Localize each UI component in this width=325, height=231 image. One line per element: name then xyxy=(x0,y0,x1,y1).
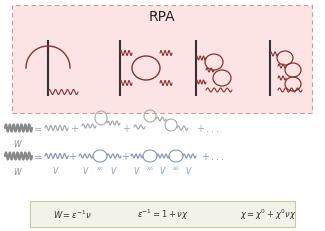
Text: $+$: $+$ xyxy=(71,122,80,133)
Text: $+\,...$: $+\,...$ xyxy=(201,150,225,161)
Text: $V$: $V$ xyxy=(82,164,90,175)
Text: $\epsilon^{-1} = 1 + \nu\chi$: $\epsilon^{-1} = 1 + \nu\chi$ xyxy=(137,207,189,221)
Text: $=$: $=$ xyxy=(32,122,44,132)
Text: $W = \epsilon^{-1}\nu$: $W = \epsilon^{-1}\nu$ xyxy=(53,208,91,220)
Text: $x_0$: $x_0$ xyxy=(172,164,180,172)
Text: $x_0$: $x_0$ xyxy=(96,164,104,172)
Text: $+$: $+$ xyxy=(122,150,131,161)
Text: $\chi = \chi^0 + \chi^0\nu\chi$: $\chi = \chi^0 + \chi^0\nu\chi$ xyxy=(240,207,296,221)
FancyBboxPatch shape xyxy=(30,201,295,227)
Text: $V$: $V$ xyxy=(52,164,60,175)
Text: $V$: $V$ xyxy=(159,164,167,175)
Text: $=$: $=$ xyxy=(32,150,44,160)
Text: $+\,...$: $+\,...$ xyxy=(196,122,220,133)
Text: $V$: $V$ xyxy=(185,164,193,175)
Text: $x_0$: $x_0$ xyxy=(146,164,154,172)
Text: $V$: $V$ xyxy=(133,164,141,175)
Text: $V$: $V$ xyxy=(110,164,118,175)
Text: $W$: $W$ xyxy=(13,137,23,148)
Text: RPA: RPA xyxy=(149,10,175,24)
FancyBboxPatch shape xyxy=(12,6,312,113)
Text: $+$: $+$ xyxy=(123,122,132,133)
Text: $+$: $+$ xyxy=(69,150,78,161)
Text: $W$: $W$ xyxy=(13,165,23,176)
